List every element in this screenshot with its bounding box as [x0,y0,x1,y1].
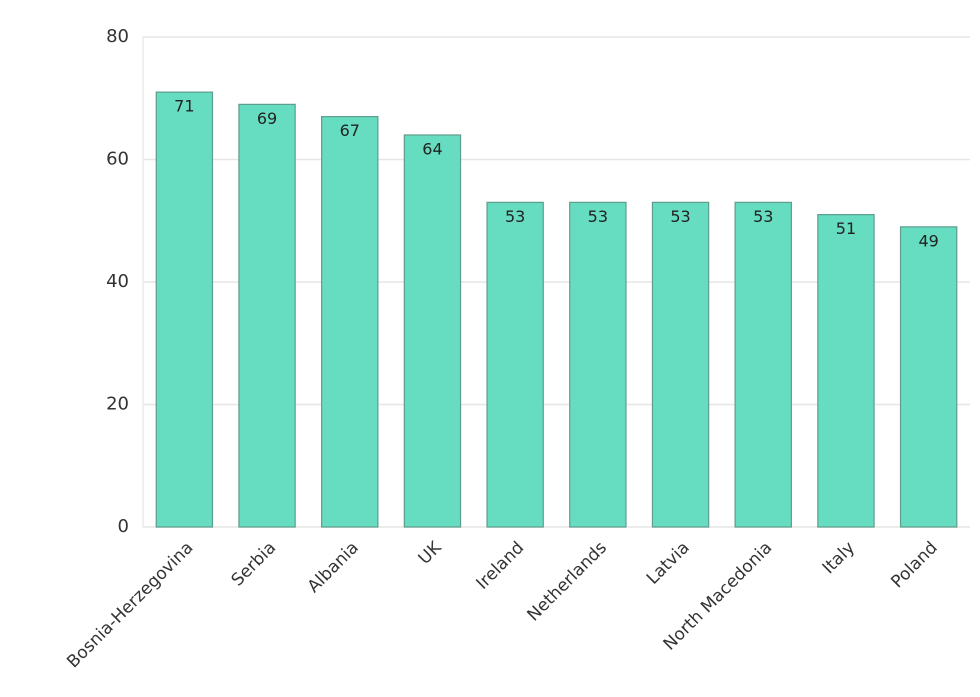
x-tick-label: Poland [887,538,941,592]
x-tick-label: Serbia [228,538,280,590]
value-label: 64 [422,140,442,159]
bar [321,116,379,528]
y-tick-label: 80 [106,26,129,47]
x-tick-label: Latvia [643,538,694,589]
bar [734,201,792,528]
value-label: 53 [505,207,525,226]
value-label: 69 [257,109,277,128]
value-label: 53 [670,207,690,226]
bar [569,201,627,528]
value-label: 53 [753,207,773,226]
x-tick-label: Albania [304,538,363,597]
value-label: 71 [174,97,194,116]
bar [486,201,544,528]
bar [238,103,296,528]
x-tick-label: Bosnia-Herzegovina [63,538,197,672]
y-tick-label: 20 [106,394,129,415]
bar [651,201,710,528]
y-tick-label: 0 [118,516,129,537]
bar [817,214,875,528]
y-tick-label: 40 [106,271,129,292]
value-label: 51 [836,219,856,238]
value-label: 67 [340,121,360,140]
bar [155,91,214,528]
value-label: 49 [918,231,938,250]
y-tick-label: 60 [106,149,129,170]
value-label: 53 [588,207,608,226]
x-tick-label: Italy [819,538,859,578]
bar [403,134,462,528]
bar [899,226,958,528]
x-tick-label: Ireland [473,538,529,594]
x-tick-label: UK [415,537,446,568]
x-tick-label: Netherlands [523,538,611,626]
